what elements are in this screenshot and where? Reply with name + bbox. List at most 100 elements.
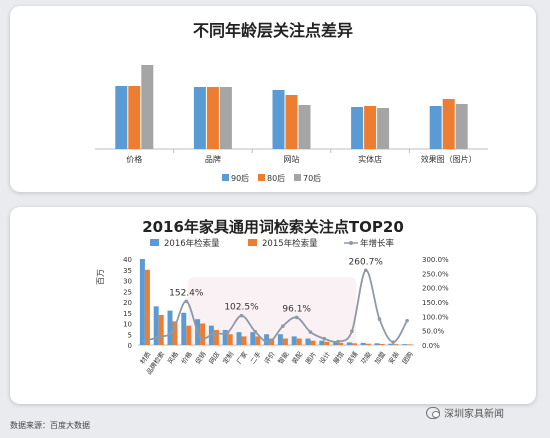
search-top20-chart: 2016年家具通用词检索关注点TOP20 2016年检索量 2015年检索量 年增长率… [96, 218, 449, 376]
bar-0-7 [236, 332, 242, 345]
y-tick-label: 30 [123, 278, 132, 286]
legend-label: 70后 [303, 173, 321, 183]
y-tick-label: 0 [128, 342, 132, 350]
bar-0-14 [333, 341, 339, 345]
growth-point-0 [143, 339, 147, 343]
y-tick-label: 15 [123, 310, 132, 318]
data-label: 260.7% [349, 257, 384, 267]
growth-rate-line [144, 269, 408, 344]
bar-1-14 [338, 342, 344, 345]
growth-point-7 [239, 313, 244, 318]
bar-1-18 [393, 344, 399, 345]
x-tick-label: 风格 [165, 349, 180, 365]
legend-label: 2016年检索量 [164, 238, 220, 249]
bar-0-19 [402, 344, 408, 345]
legend-label: 2015年检索量 [262, 238, 318, 249]
bar-1-3 [186, 325, 192, 345]
y-tick-label: 10 [123, 321, 132, 329]
growth-point-19 [405, 318, 409, 323]
bar-1-4 [442, 99, 455, 149]
bar-1-3 [364, 106, 377, 149]
age-attention-chart-card: 不同年龄层关注点差异 价格 品牌 网站 实体店 效果图（图片） 90后 80后 70后 [10, 6, 536, 192]
bar-0-9 [264, 334, 270, 345]
y2-tick-label: 250.0% [422, 270, 449, 278]
chart-title: 2016年家具通用词检索关注点TOP20 [142, 218, 404, 236]
y2-tick-label: 0.0% [422, 342, 440, 350]
y-tick-label: 5 [128, 331, 132, 339]
growth-point-3 [184, 299, 189, 304]
bar-1-8 [255, 336, 261, 345]
bar-0-15 [346, 342, 352, 345]
legend-label: 80后 [267, 173, 285, 183]
legend-label: 90后 [231, 173, 249, 183]
bar-1-5 [213, 329, 219, 345]
x-tick-label: 店铺 [345, 349, 360, 365]
bar-0-4 [429, 106, 442, 149]
watermark-text: 深圳家具新闻 [444, 409, 504, 420]
bar-0-17 [374, 343, 380, 345]
bar-0-3 [351, 107, 364, 149]
legend-swatch-0 [150, 239, 159, 246]
growth-point-11 [294, 315, 299, 320]
x-tick-label: 评价 [263, 350, 277, 366]
bar-1-12 [310, 340, 316, 345]
bar-2-2 [298, 105, 311, 149]
growth-point-17 [377, 317, 382, 321]
y2-tick-label: 300.0% [422, 256, 449, 264]
y-axis-label: 百万 [96, 269, 105, 285]
y-tick-label: 20 [123, 299, 132, 307]
x-tick-label: 二手 [248, 349, 263, 365]
bar-1-1 [206, 87, 219, 149]
chart-title: 不同年龄层关注点差异 [193, 21, 353, 40]
x-tick-label: 加盟 [372, 349, 387, 365]
bar-1-19 [407, 344, 413, 345]
bar-0-8 [250, 332, 256, 345]
bar-2-1 [219, 87, 232, 149]
bar-1-1 [158, 314, 164, 345]
x-tick-label: 设计 [317, 349, 332, 365]
growth-point-9 [267, 340, 271, 344]
x-tick-label: 厂家 [234, 349, 249, 365]
growth-point-6 [225, 330, 230, 335]
bar-0-10 [277, 334, 283, 345]
x-tick-label: 网站 [284, 154, 300, 164]
legend-label: 年增长率 [360, 238, 395, 249]
wechat-icon [426, 406, 440, 419]
x-tick-label: 网店 [207, 349, 222, 365]
x-tick-label: 团购 [400, 349, 415, 365]
y2-tick-label: 200.0% [422, 285, 449, 293]
growth-point-14 [336, 339, 340, 344]
bar-0-11 [291, 336, 297, 345]
data-source-note: 数据来源：百度大数据 [10, 421, 90, 430]
bar-1-6 [227, 334, 233, 345]
y2-tick-label: 100.0% [422, 313, 449, 321]
growth-point-16 [363, 268, 368, 273]
bar-1-7 [241, 336, 247, 345]
y2-tick-label: 50.0% [422, 328, 445, 336]
growth-point-8 [253, 330, 258, 334]
growth-point-10 [281, 324, 285, 328]
bar-0-13 [319, 340, 325, 345]
bar-1-16 [365, 343, 371, 345]
x-tick-label: 效果图（图片） [421, 154, 477, 164]
y2-tick-label: 150.0% [422, 299, 449, 307]
bar-0-12 [305, 338, 311, 345]
data-label: 96.1% [282, 304, 311, 314]
growth-point-2 [170, 329, 175, 334]
bar-1-0 [128, 86, 141, 149]
bar-1-0 [144, 269, 150, 345]
bar-0-2 [272, 90, 285, 149]
data-label: 152.4% [169, 288, 204, 298]
y-tick-label: 40 [123, 256, 132, 264]
bar-1-2 [172, 321, 178, 345]
bar-0-16 [360, 342, 366, 345]
bar-1-15 [351, 343, 357, 345]
x-tick-label: 图片 [303, 350, 318, 366]
bar-0-0 [115, 86, 128, 149]
growth-point-1 [156, 335, 161, 339]
x-tick-label: 装配 [289, 349, 304, 365]
x-tick-label: 功能 [358, 349, 373, 365]
x-tick-label: 价格 [179, 349, 194, 365]
bar-1-11 [296, 338, 302, 345]
